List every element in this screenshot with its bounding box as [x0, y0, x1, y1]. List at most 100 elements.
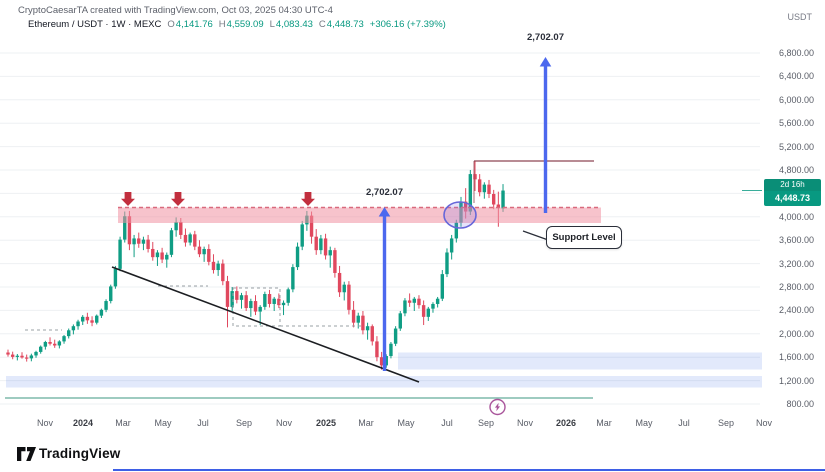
tradingview-logo-icon[interactable] — [17, 447, 36, 462]
candle — [151, 248, 155, 258]
candle — [104, 301, 108, 310]
candle — [165, 254, 169, 260]
candle — [473, 174, 477, 180]
candle — [389, 343, 393, 357]
candle — [281, 302, 286, 306]
dashed-range-box — [232, 287, 281, 327]
candle — [127, 216, 132, 245]
time-tick-label: May — [635, 418, 653, 428]
candle — [43, 341, 48, 347]
descending-trendline — [111, 266, 420, 383]
tradingview-logo-text[interactable]: TradingView — [39, 446, 121, 461]
candle — [482, 184, 487, 193]
breakout-ellipse — [443, 201, 477, 229]
candle — [375, 341, 379, 358]
candle — [323, 238, 328, 256]
candle — [169, 230, 174, 255]
candle — [351, 309, 356, 323]
high-value: 4,559.09 — [226, 19, 264, 30]
time-tick-label: Sep — [235, 418, 253, 428]
candle — [221, 263, 225, 282]
price-tick-label: 4,800.00 — [778, 165, 814, 175]
time-tick-label: Sep — [717, 418, 735, 428]
candle — [319, 238, 323, 251]
demand-zone — [6, 376, 762, 388]
candle — [496, 204, 501, 209]
candle — [183, 234, 188, 243]
candle — [211, 261, 216, 271]
candle — [347, 284, 351, 310]
price-tick-label: 2,800.00 — [778, 282, 814, 292]
candle — [384, 356, 388, 366]
rejection-arrow-icon — [121, 192, 135, 206]
candle — [272, 298, 276, 304]
price-tick-label: 3,600.00 — [778, 235, 814, 246]
demand-zone — [398, 352, 762, 370]
time-tick-label: Nov — [36, 418, 54, 428]
measure-label-2: 2,702.07 — [527, 32, 564, 43]
open-value: 4,141.76 — [175, 19, 213, 30]
time-tick-label: Nov — [516, 418, 534, 428]
candle — [393, 328, 398, 344]
time-tick-label: Nov — [275, 418, 293, 428]
candles — [6, 160, 505, 370]
price-tick-label: 4,000.00 — [778, 211, 814, 222]
candle — [421, 305, 426, 317]
last-price-badge: 2d 16h 4,448.73 — [764, 179, 821, 206]
candle — [62, 336, 66, 342]
time-tick-label: Jul — [678, 418, 690, 428]
candle — [81, 316, 85, 322]
candle — [328, 250, 332, 256]
change-value: +306.16 (+7.39%) — [369, 19, 446, 30]
rejection-arrow-icon — [301, 192, 315, 206]
close-value: 4,448.73 — [326, 19, 364, 30]
candle — [99, 309, 104, 316]
price-tick-label: 6,800.00 — [778, 48, 814, 58]
candle — [379, 357, 384, 366]
candle — [286, 289, 290, 303]
candle — [267, 294, 272, 304]
time-tick-label: May — [154, 418, 172, 428]
price-tick-label: 6,400.00 — [778, 71, 814, 82]
price-axis[interactable]: 6,800.00 6,400.00 6,000.00 5,600.00 5,200.00… — [762, 0, 825, 440]
candle — [412, 298, 416, 303]
candle — [342, 284, 346, 293]
boost-circle-icon[interactable] — [489, 398, 506, 416]
attribution-text: CryptoCaesarTA created with TradingView.… — [18, 5, 333, 16]
price-tick-label: 6,000.00 — [778, 94, 814, 105]
candle — [309, 215, 314, 237]
time-tick-label: Mar — [596, 418, 612, 428]
candle — [491, 193, 496, 205]
price-tick-label: 1,200.00 — [778, 375, 814, 386]
candle — [291, 267, 295, 290]
candle — [445, 252, 449, 275]
candle — [277, 298, 281, 306]
price-tick-label: 1,600.00 — [778, 352, 814, 363]
candle — [477, 179, 482, 193]
candle — [314, 236, 318, 251]
candle — [141, 239, 146, 244]
price-tick-label: 5,600.00 — [778, 118, 814, 129]
candle — [20, 355, 24, 358]
candle — [253, 301, 258, 312]
candle — [295, 246, 300, 268]
candle — [244, 295, 248, 309]
time-tick-label: 2024 — [72, 418, 94, 428]
time-tick-label: Nov — [755, 418, 773, 428]
candle — [160, 252, 164, 260]
symbol-title[interactable]: Ethereum / USDT · 1W · MEXC — [28, 19, 162, 30]
candle — [426, 308, 430, 317]
time-axis[interactable]: Nov 2024 Mar May Jul Sep Nov 2025 Mar May Jul Sep No… — [0, 418, 772, 432]
candle — [90, 320, 94, 323]
price-tick-label: 3,200.00 — [778, 258, 814, 269]
candle — [440, 274, 445, 299]
candle — [403, 300, 407, 314]
candle — [76, 321, 80, 327]
candle — [501, 190, 505, 209]
candle — [454, 222, 459, 239]
time-tick-label: Mar — [115, 418, 131, 428]
candle — [449, 238, 454, 253]
